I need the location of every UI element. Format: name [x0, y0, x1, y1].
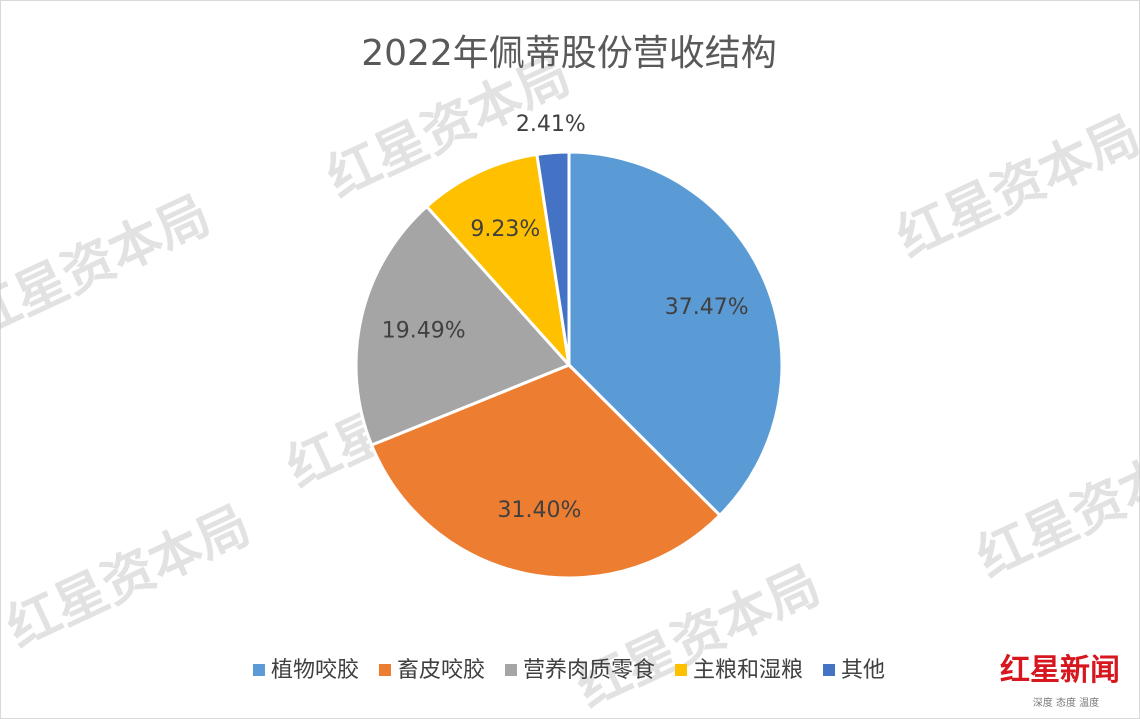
legend-label: 其他 — [841, 658, 885, 683]
data-label: 19.49% — [382, 318, 466, 343]
legend-swatch — [823, 664, 836, 676]
legend-swatch — [252, 664, 265, 676]
pie-slice — [424, 152, 572, 370]
data-label: 2.41% — [516, 112, 586, 137]
pie-slice — [354, 204, 572, 447]
legend-label: 畜皮咬胶 — [397, 658, 485, 683]
data-label: 9.23% — [470, 217, 540, 242]
legend-swatch — [675, 664, 688, 676]
pie — [354, 150, 784, 580]
logo-name: 红星新闻 — [1000, 653, 1120, 688]
data-labels: 37.47% 31.40% 19.49% 9.23% 2.41% — [382, 112, 749, 523]
pie-slice — [535, 150, 571, 366]
pie-slice — [567, 150, 784, 518]
pie-slice — [369, 363, 723, 580]
legend-swatch — [504, 664, 517, 676]
data-label: 31.40% — [498, 498, 582, 523]
legend-label: 营养肉质零食 — [523, 658, 655, 683]
legend-swatch — [378, 664, 391, 676]
legend-label: 主粮和湿粮 — [693, 658, 803, 683]
data-label: 37.47% — [665, 295, 749, 320]
legend-label: 植物咬胶 — [271, 658, 359, 683]
legend: 植物咬胶 畜皮咬胶 营养肉质零食 主粮和湿粮 其他 — [252, 658, 885, 683]
chart-title: 2022年佩蒂股份营收结构 — [361, 33, 777, 74]
logo-slogan: 深度 态度 温度 — [1033, 696, 1099, 709]
